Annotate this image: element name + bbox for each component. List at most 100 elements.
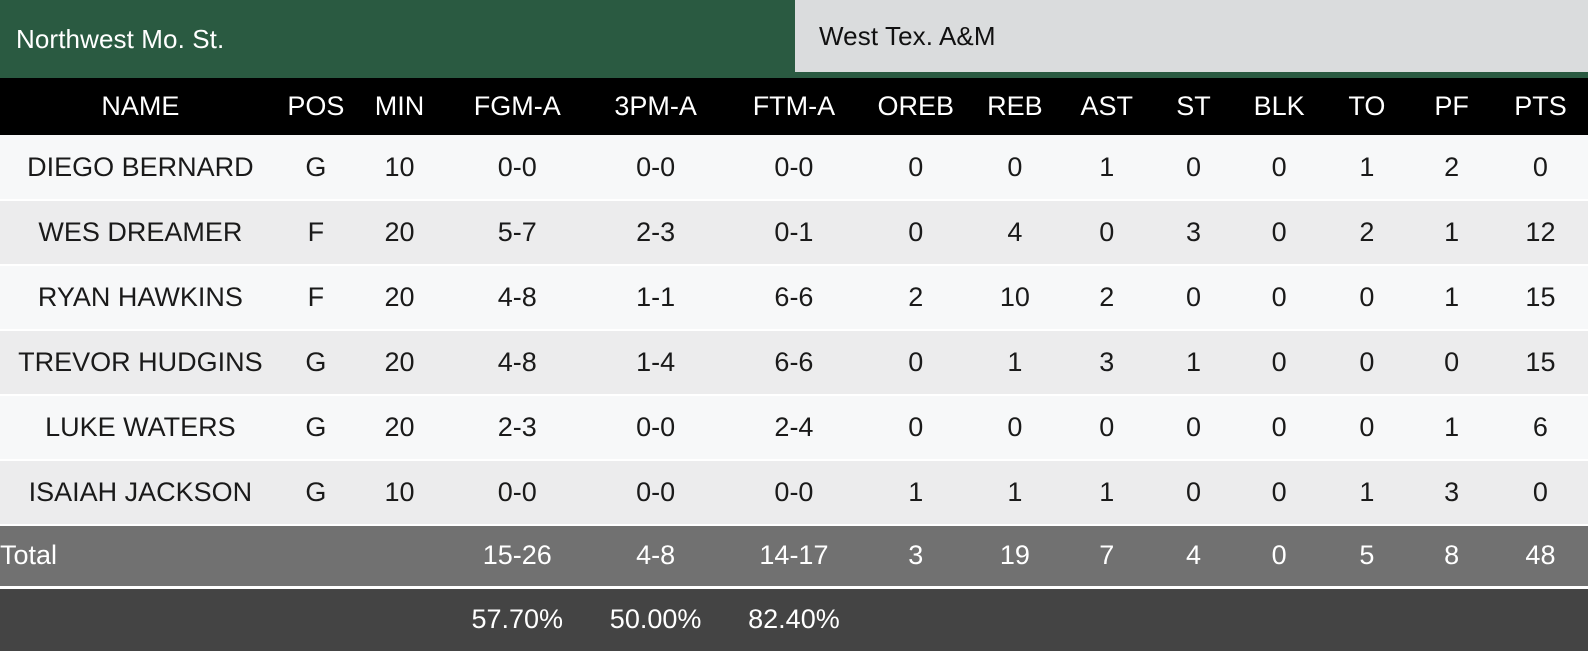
total-label: Total	[0, 525, 281, 589]
column-header-blk[interactable]: BLK	[1234, 78, 1324, 135]
player-pf: 3	[1410, 460, 1493, 526]
player-ftma: 0-1	[724, 200, 864, 266]
player-pf: 0	[1410, 330, 1493, 396]
column-header-reb[interactable]: REB	[968, 78, 1062, 135]
player-fgma: 4-8	[448, 265, 587, 331]
table-row[interactable]: DIEGO BERNARD G 10 0-0 0-0 0-0 0 0 1 0 0…	[0, 135, 1588, 201]
total-pts: 48	[1492, 525, 1588, 589]
player-st: 0	[1152, 460, 1235, 526]
total-ast: 7	[1061, 525, 1153, 589]
player-min: 20	[351, 200, 449, 266]
player-name[interactable]: DIEGO BERNARD	[0, 135, 281, 201]
total-blk: 0	[1234, 525, 1324, 589]
table-row[interactable]: LUKE WATERS G 20 2-3 0-0 2-4 0 0 0 0 0 0…	[0, 395, 1588, 461]
percentage-row: 57.70% 50.00% 82.40%	[0, 587, 1588, 651]
total-st: 4	[1152, 525, 1235, 589]
player-to: 1	[1323, 460, 1411, 526]
pct-pts	[1492, 587, 1588, 651]
player-name[interactable]: RYAN HAWKINS	[0, 265, 281, 331]
player-fgma: 0-0	[448, 460, 587, 526]
player-ftma: 2-4	[724, 395, 864, 461]
table-row[interactable]: WES DREAMER F 20 5-7 2-3 0-1 0 4 0 3 0 2…	[0, 200, 1588, 266]
player-ftma: 0-0	[724, 135, 864, 201]
total-to: 5	[1323, 525, 1411, 589]
player-oreb: 0	[863, 395, 969, 461]
total-oreb: 3	[863, 525, 969, 589]
pct-st	[1152, 587, 1235, 651]
player-st: 3	[1152, 200, 1235, 266]
player-fgma: 2-3	[448, 395, 587, 461]
table-row[interactable]: TREVOR HUDGINS G 20 4-8 1-4 6-6 0 1 3 1 …	[0, 330, 1588, 396]
player-ftma: 6-6	[724, 265, 864, 331]
column-header-to[interactable]: TO	[1323, 78, 1411, 135]
total-pos	[280, 525, 352, 589]
pct-ast	[1061, 587, 1153, 651]
player-to: 2	[1323, 200, 1411, 266]
table-row[interactable]: ISAIAH JACKSON G 10 0-0 0-0 0-0 1 1 1 0 …	[0, 460, 1588, 526]
total-fgma: 15-26	[448, 525, 587, 589]
player-blk: 0	[1234, 460, 1324, 526]
player-ast: 1	[1061, 460, 1153, 526]
pct-min	[351, 587, 449, 651]
header-row: NAME POS MIN FGM-A 3PM-A FTM-A OREB REB …	[0, 78, 1588, 135]
player-pos: G	[280, 330, 352, 396]
column-header-pts[interactable]: PTS	[1492, 78, 1588, 135]
player-ast: 1	[1061, 135, 1153, 201]
column-header-ftma[interactable]: FTM-A	[724, 78, 864, 135]
player-pos: G	[280, 460, 352, 526]
player-reb: 4	[968, 200, 1062, 266]
column-header-name[interactable]: NAME	[0, 78, 281, 135]
total-row: Total 15-26 4-8 14-17 3 19 7 4 0 5 8 48	[0, 525, 1588, 589]
player-min: 10	[351, 460, 449, 526]
team-tab-strip: Northwest Mo. St. West Tex. A&M	[0, 0, 1588, 78]
player-3pma: 0-0	[586, 135, 725, 201]
player-3pma: 2-3	[586, 200, 725, 266]
player-name[interactable]: TREVOR HUDGINS	[0, 330, 281, 396]
total-pf: 8	[1410, 525, 1493, 589]
player-rows: DIEGO BERNARD G 10 0-0 0-0 0-0 0 0 1 0 0…	[0, 135, 1588, 526]
column-header-ast[interactable]: AST	[1061, 78, 1153, 135]
column-header-pf[interactable]: PF	[1410, 78, 1493, 135]
column-header-pos[interactable]: POS	[280, 78, 352, 135]
column-header-3pma[interactable]: 3PM-A	[586, 78, 725, 135]
player-st: 1	[1152, 330, 1235, 396]
player-to: 0	[1323, 265, 1411, 331]
player-st: 0	[1152, 265, 1235, 331]
player-oreb: 0	[863, 330, 969, 396]
player-pts: 15	[1492, 330, 1588, 396]
player-ast: 3	[1061, 330, 1153, 396]
pct-label	[0, 587, 281, 651]
player-st: 0	[1152, 395, 1235, 461]
pct-to	[1323, 587, 1411, 651]
player-ftma: 0-0	[724, 460, 864, 526]
player-3pma: 1-4	[586, 330, 725, 396]
player-to: 0	[1323, 395, 1411, 461]
player-min: 10	[351, 135, 449, 201]
player-reb: 0	[968, 395, 1062, 461]
table-header: NAME POS MIN FGM-A 3PM-A FTM-A OREB REB …	[0, 78, 1588, 135]
player-name[interactable]: LUKE WATERS	[0, 395, 281, 461]
player-name[interactable]: ISAIAH JACKSON	[0, 460, 281, 526]
player-ast: 0	[1061, 200, 1153, 266]
player-reb: 1	[968, 460, 1062, 526]
player-reb: 0	[968, 135, 1062, 201]
player-pts: 15	[1492, 265, 1588, 331]
player-blk: 0	[1234, 265, 1324, 331]
player-fgma: 0-0	[448, 135, 587, 201]
table-row[interactable]: RYAN HAWKINS F 20 4-8 1-1 6-6 2 10 2 0 0…	[0, 265, 1588, 331]
player-pf: 1	[1410, 395, 1493, 461]
player-pf: 1	[1410, 265, 1493, 331]
tab-northwest-mo-st[interactable]: Northwest Mo. St.	[0, 0, 795, 78]
column-header-fgma[interactable]: FGM-A	[448, 78, 587, 135]
pct-fg: 57.70%	[448, 587, 587, 651]
tab-west-tex-am[interactable]: West Tex. A&M	[795, 0, 1588, 72]
player-fgma: 5-7	[448, 200, 587, 266]
pct-pos	[280, 587, 352, 651]
column-header-st[interactable]: ST	[1152, 78, 1235, 135]
column-header-oreb[interactable]: OREB	[863, 78, 969, 135]
player-pos: F	[280, 265, 352, 331]
column-header-min[interactable]: MIN	[351, 78, 449, 135]
player-blk: 0	[1234, 330, 1324, 396]
player-pf: 2	[1410, 135, 1493, 201]
player-name[interactable]: WES DREAMER	[0, 200, 281, 266]
